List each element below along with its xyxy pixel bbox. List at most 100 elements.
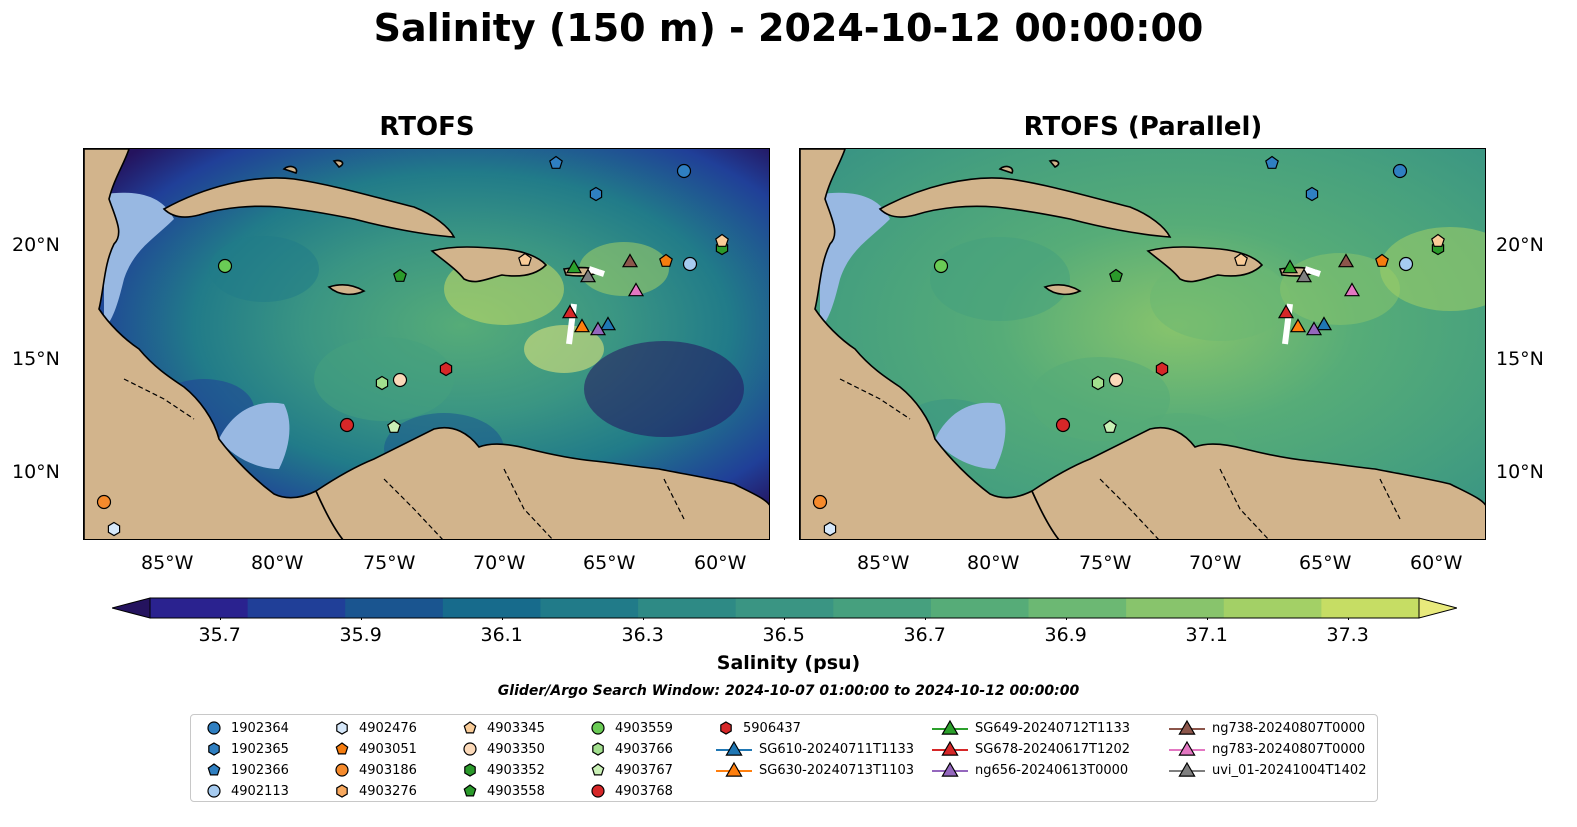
legend-label: 4903276 xyxy=(359,783,417,799)
platform-marker xyxy=(217,258,233,274)
legend-label: 4902476 xyxy=(359,720,417,736)
colorbar-tick-label: 37.3 xyxy=(1326,624,1369,646)
legend-marker-icon xyxy=(932,761,968,777)
colorbar-segment xyxy=(1126,598,1225,618)
land-mass xyxy=(430,246,548,283)
platform-marker xyxy=(1091,375,1105,391)
legend-label: ng656-20240613T0000 xyxy=(975,762,1129,778)
country-border xyxy=(839,378,911,420)
lat-label-20n: 20°N xyxy=(12,234,60,256)
lat-label-10n-right: 10°N xyxy=(1496,461,1544,483)
map-panel-rtofs-parallel[interactable] xyxy=(799,148,1486,540)
platform-marker xyxy=(823,521,837,537)
legend-marker-icon xyxy=(335,742,349,755)
colorbar-tick-label: 36.1 xyxy=(480,624,523,646)
legend-label: SG678-20240617T1202 xyxy=(975,741,1131,757)
colorbar-segment xyxy=(540,598,639,618)
platform-marker xyxy=(1109,268,1123,282)
legend-marker-icon xyxy=(336,721,348,735)
legend-marker-icon xyxy=(591,763,605,776)
legend-entry: SG630-20240713T1103 xyxy=(715,760,914,780)
platform-marker xyxy=(682,256,698,272)
legend-entry: 4903558 xyxy=(459,781,545,801)
lon-label-85w-p2: 85°W xyxy=(857,552,910,574)
legend: 1902364 1902365 1902366 4902113 4902476 49030… xyxy=(190,714,1378,802)
legend-entry: 4903352 xyxy=(459,760,545,780)
legend-marker-icon xyxy=(207,721,221,735)
platform-marker xyxy=(1343,282,1361,297)
platform-marker xyxy=(1295,268,1313,283)
legend-entry: ng656-20240613T0000 xyxy=(931,760,1128,780)
platform-marker xyxy=(627,282,645,297)
legend-label: ng783-20240807T0000 xyxy=(1212,741,1366,757)
colorbar-extend-high xyxy=(1418,597,1457,619)
legend-marker-icon xyxy=(464,763,476,777)
legend-entry: 1902366 xyxy=(203,760,289,780)
legend-label: uvi_01-20241004T1402 xyxy=(1212,762,1367,778)
lon-label-65w-p2: 65°W xyxy=(1299,552,1352,574)
legend-entry: 4902113 xyxy=(203,781,289,801)
platform-marker xyxy=(579,268,597,283)
country-border xyxy=(1099,478,1159,539)
colorbar-extend-low xyxy=(112,597,151,619)
legend-entry: ng738-20240807T0000 xyxy=(1168,718,1365,738)
platform-marker xyxy=(1305,186,1319,202)
platform-marker xyxy=(621,253,639,268)
search-window-text: Glider/Argo Search Window: 2024-10-07 01… xyxy=(497,683,1080,699)
panel-title-rtofs-parallel: RTOFS (Parallel) xyxy=(1023,112,1263,142)
colorbar-title: Salinity (psu) xyxy=(716,652,861,674)
legend-marker-icon xyxy=(463,721,477,734)
platform-marker xyxy=(599,316,617,331)
lon-label-75w: 75°W xyxy=(363,552,416,574)
land-mass xyxy=(314,427,769,539)
legend-marker-icon xyxy=(336,784,348,798)
platform-marker xyxy=(518,252,532,266)
salinity-eddy xyxy=(579,242,669,296)
continental-shelf xyxy=(935,402,1006,469)
lat-label-15n-right: 15°N xyxy=(1496,348,1544,370)
platform-marker xyxy=(933,258,949,274)
platform-marker xyxy=(96,494,112,510)
figure-title: Salinity (150 m) - 2024-10-12 00:00:00 xyxy=(373,6,1204,50)
legend-label: 4903559 xyxy=(615,720,673,736)
land-mass xyxy=(332,159,344,168)
legend-label: 4903350 xyxy=(487,741,545,757)
salinity-eddy xyxy=(930,237,1070,321)
map-panel-rtofs[interactable] xyxy=(83,148,770,540)
legend-label: 4902113 xyxy=(231,783,289,799)
platform-marker xyxy=(107,521,121,537)
platform-marker xyxy=(375,375,389,391)
platform-marker xyxy=(1265,155,1279,169)
panel-title-rtofs: RTOFS xyxy=(379,112,475,142)
colorbar-segment xyxy=(247,598,346,618)
legend-marker-icon xyxy=(463,742,477,756)
platform-marker xyxy=(1398,256,1414,272)
platform-marker xyxy=(549,155,563,169)
colorbar-tick-label: 35.7 xyxy=(198,624,241,646)
lon-label-70w: 70°W xyxy=(473,552,526,574)
lat-label-10n: 10°N xyxy=(12,461,60,483)
land-mass xyxy=(1043,284,1082,296)
platform-marker xyxy=(1108,372,1124,388)
lon-label-75w-p2: 75°W xyxy=(1079,552,1132,574)
platform-marker xyxy=(1055,417,1071,433)
continental-shelf xyxy=(820,192,890,329)
salinity-map-svg xyxy=(84,149,769,539)
legend-label: 4903768 xyxy=(615,783,673,799)
lon-label-80w-p2: 80°W xyxy=(967,552,1020,574)
colorbar-tick-label: 35.9 xyxy=(339,624,382,646)
legend-entry: ng783-20240807T0000 xyxy=(1168,739,1365,759)
colorbar-tick-label: 36.7 xyxy=(903,624,946,646)
platform-marker xyxy=(565,259,583,274)
platform-marker xyxy=(439,361,453,377)
legend-label: 4903767 xyxy=(615,762,673,778)
legend-entry: 4903767 xyxy=(587,760,673,780)
land-mass xyxy=(282,165,298,174)
legend-marker-icon xyxy=(592,742,604,756)
colorbar-tick-label: 37.1 xyxy=(1185,624,1228,646)
colorbar-segment xyxy=(442,598,541,618)
platform-marker xyxy=(676,163,692,179)
legend-label: SG649-20240712T1133 xyxy=(975,720,1131,736)
legend-marker-icon xyxy=(463,784,477,797)
lat-label-15n: 15°N xyxy=(12,348,60,370)
